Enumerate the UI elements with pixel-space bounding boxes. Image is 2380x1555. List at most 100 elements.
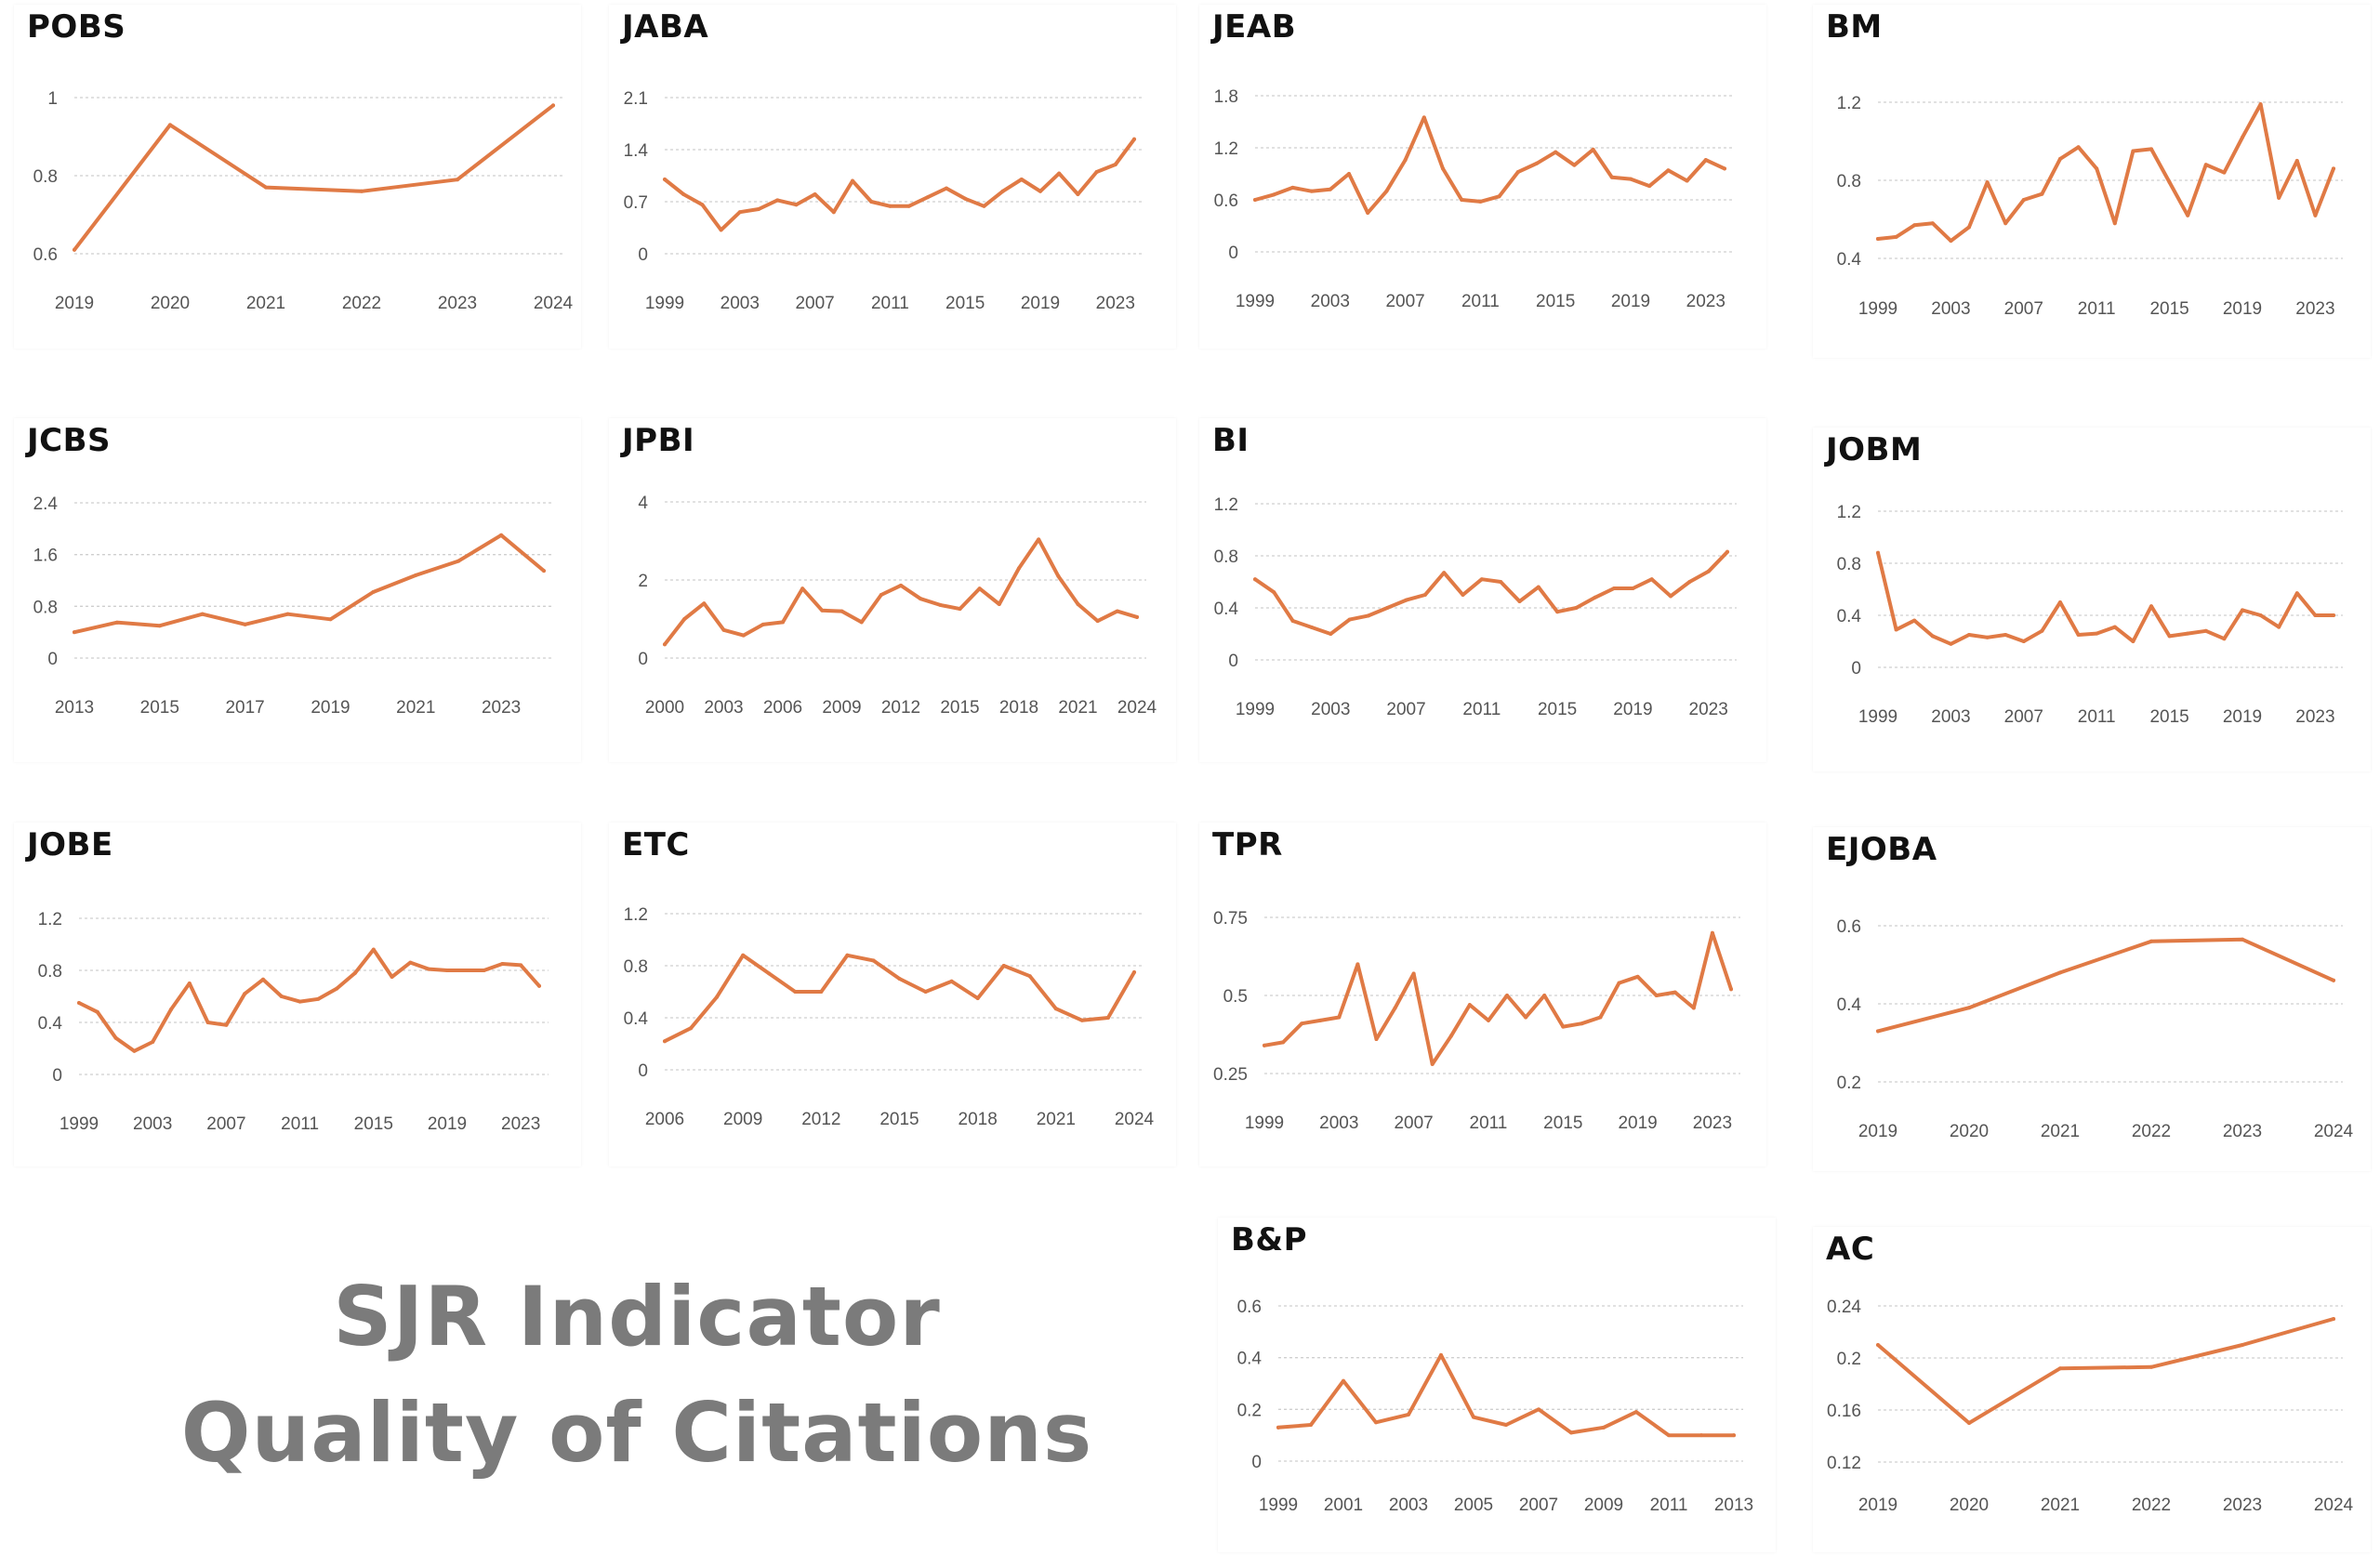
- y-tick-label: 0.8: [1837, 172, 1861, 191]
- data-point: [1057, 171, 1062, 176]
- y-tick-label: 0.4: [1214, 600, 1239, 619]
- data-point: [1699, 1433, 1703, 1438]
- data-point: [2222, 637, 2227, 641]
- data-point: [371, 947, 376, 952]
- data-point: [663, 178, 667, 181]
- data-point: [113, 1035, 118, 1040]
- y-tick-label: 0.8: [624, 957, 648, 977]
- data-point: [2277, 625, 2281, 629]
- data-point: [741, 953, 746, 957]
- data-point: [499, 533, 504, 537]
- data-point: [1347, 617, 1352, 622]
- data-point: [1000, 189, 1005, 193]
- x-tick-label: 2011: [1462, 700, 1501, 719]
- data-point: [2149, 147, 2153, 152]
- data-point: [2149, 604, 2153, 609]
- data-point: [2294, 591, 2299, 596]
- chart-svg: 0 2 4 2000 2003 2006 2009 2012 2015 2018 2021 2024: [638, 494, 1157, 718]
- x-tick-label: 2005: [1454, 1496, 1493, 1515]
- data-point: [1912, 223, 1917, 228]
- x-tick-label: 2003: [133, 1114, 172, 1134]
- data-point: [906, 204, 911, 208]
- y-tick-label: 0: [1228, 244, 1238, 263]
- data-point: [2332, 613, 2335, 617]
- data-point: [1472, 1415, 1475, 1419]
- data-point: [2203, 628, 2208, 633]
- x-tick-label: 1999: [1259, 1496, 1298, 1515]
- data-point: [1479, 577, 1484, 582]
- series-line: [1876, 1317, 2335, 1425]
- data-point: [2112, 221, 2117, 226]
- chart-panel-jobm: JOBM 0 0.4 0.8 1.2 1999 2003 2007 2011 2015 2019 20…: [1813, 428, 2371, 771]
- y-tick-label: 0.4: [1837, 995, 1862, 1015]
- y-tick-label: 0: [52, 1066, 62, 1086]
- x-tick-label: 2022: [342, 294, 381, 313]
- chart-svg: 0 0.4 0.8 1.2 1999 2003 2007 2011 2015 2019 2023: [1214, 495, 1737, 719]
- chart-panel-etc: ETC 0 0.4 0.8 1.2 2006 2009 2012 2015 2018 2021 202…: [609, 823, 1176, 1166]
- x-tick-label: 2017: [225, 698, 264, 718]
- x-tick-label: 2003: [1389, 1496, 1428, 1515]
- data-point: [1666, 168, 1671, 173]
- data-point: [1723, 166, 1726, 171]
- data-point: [168, 123, 172, 127]
- data-point: [945, 186, 948, 191]
- x-tick-label: 1999: [1236, 700, 1275, 719]
- data-point: [663, 1039, 667, 1044]
- data-point: [264, 185, 268, 190]
- data-point: [919, 597, 923, 601]
- y-tick-label: 0: [1251, 1453, 1262, 1472]
- x-tick-label: 2022: [2132, 1122, 2171, 1141]
- x-tick-label: 2003: [721, 294, 760, 313]
- chart-svg: 0 0.7 1.4 2.1 1999 2003 2007 2011 2015 2019 2023: [624, 89, 1144, 313]
- data-point: [1347, 172, 1351, 176]
- data-point: [1985, 635, 1990, 639]
- chart-title: JPBI: [622, 422, 695, 459]
- caption-line-2: Quality of Citations: [180, 1385, 1093, 1481]
- data-point: [2021, 639, 2026, 643]
- x-tick-label: 2023: [2223, 1122, 2262, 1141]
- data-point: [1290, 619, 1295, 623]
- data-point: [2203, 163, 2208, 167]
- data-point: [715, 995, 720, 999]
- x-tick-label: 1999: [60, 1114, 99, 1134]
- series-line: [663, 953, 1136, 1044]
- chart-svg: 0.6 0.8 1 2019 2020 2021 2022 2023 2024: [33, 89, 574, 313]
- x-tick-label: 2024: [534, 294, 574, 313]
- data-point: [77, 1001, 81, 1005]
- data-point: [1017, 566, 1021, 571]
- data-point: [793, 990, 798, 994]
- data-point: [871, 958, 876, 963]
- data-point: [1967, 633, 1971, 637]
- data-point: [982, 204, 986, 208]
- data-point: [1300, 1021, 1304, 1026]
- y-tick-label: 0.4: [1237, 1350, 1263, 1369]
- data-point: [298, 999, 302, 1004]
- data-point: [1056, 573, 1061, 578]
- data-point: [1732, 1433, 1736, 1438]
- data-point: [1366, 211, 1370, 215]
- data-point: [1076, 192, 1080, 196]
- data-point: [1876, 237, 1880, 241]
- data-point: [200, 612, 205, 616]
- data-point: [1542, 994, 1547, 997]
- x-tick-label: 2023: [1096, 294, 1135, 313]
- x-tick-label: 2003: [704, 698, 743, 718]
- y-tick-label: 0.75: [1213, 909, 1248, 929]
- data-point: [781, 620, 785, 625]
- x-tick-label: 2021: [1037, 1110, 1076, 1129]
- data-point: [1912, 618, 1917, 623]
- data-point: [1687, 580, 1692, 584]
- data-point: [1949, 641, 1953, 646]
- x-tick-label: 2019: [1613, 700, 1652, 719]
- y-tick-label: 0: [1228, 652, 1238, 671]
- y-tick-label: 0: [638, 650, 648, 669]
- y-tick-label: 1.2: [1214, 495, 1238, 515]
- data-point: [760, 622, 765, 626]
- data-point: [2186, 631, 2190, 636]
- y-tick-label: 0.2: [1837, 1074, 1861, 1093]
- x-tick-label: 2011: [1470, 1114, 1508, 1133]
- data-point: [851, 178, 854, 183]
- data-point: [775, 198, 780, 203]
- data-point: [2241, 135, 2244, 139]
- data-point: [1393, 1006, 1397, 1010]
